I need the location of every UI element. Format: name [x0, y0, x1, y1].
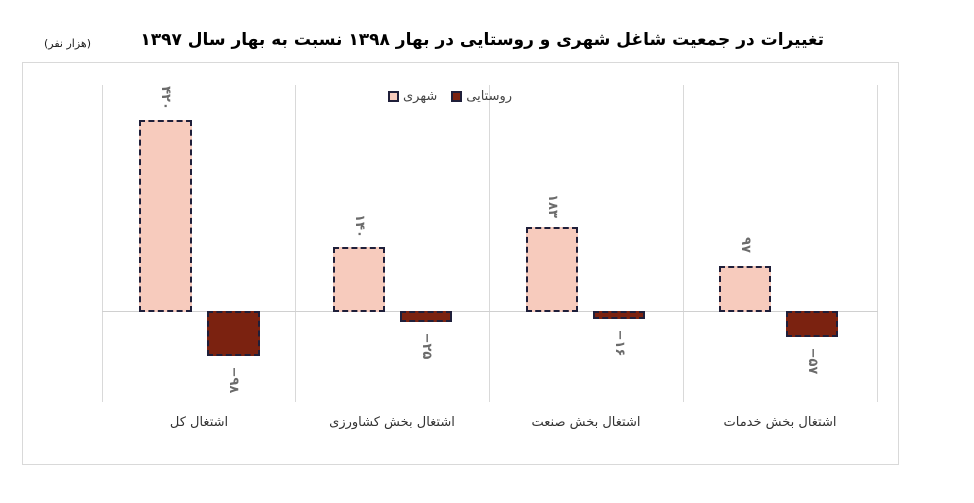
legend-swatch-urban [388, 90, 399, 102]
bar-urban-services [719, 266, 771, 312]
legend-item-rural: روستایی [451, 89, 512, 104]
value-label-rural-services: −۵۷ [805, 347, 820, 375]
category-label-services: اشتغال بخش خدمات [723, 415, 837, 430]
chart-frame [22, 62, 899, 465]
value-label-rural-agriculture: −۲۵ [419, 332, 434, 360]
bar-rural-services [786, 311, 838, 337]
chart-legend: روستایی شهری [388, 86, 512, 106]
legend-item-urban: شهری [388, 89, 437, 104]
value-label-urban-total: ۴۲۰ [158, 86, 173, 110]
bar-rural-industry [593, 311, 645, 319]
category-divider [877, 85, 878, 402]
legend-label-urban: شهری [403, 88, 438, 104]
value-label-urban-services: ۹۷ [738, 237, 753, 253]
bar-rural-total [207, 311, 260, 356]
zero-axis-line [102, 311, 878, 312]
bar-rural-agriculture [400, 311, 452, 322]
category-label-industry: اشتغال بخش صنعت [531, 415, 641, 430]
category-divider [295, 85, 296, 402]
category-label-agriculture: اشتغال بخش کشاورزی [329, 415, 455, 430]
bar-urban-agriculture [333, 247, 385, 312]
legend-swatch-rural [451, 90, 463, 102]
category-divider [683, 85, 684, 402]
category-divider [102, 85, 103, 402]
category-label-total: اشتغال کل [169, 415, 229, 430]
value-label-urban-agriculture: ۱۴۰ [352, 214, 367, 238]
chart-title: تغییرات در جمعیت شاغل شهری و روستایی در … [140, 30, 824, 50]
value-label-urban-industry: ۱۸۳ [545, 194, 560, 218]
value-label-rural-total: −۹۸ [226, 366, 241, 394]
bar-urban-total [139, 120, 192, 312]
category-divider [489, 85, 490, 402]
value-label-rural-industry: −۱۶ [612, 329, 627, 357]
legend-label-rural: روستایی [466, 88, 513, 104]
unit-label: (هزار نفر) [44, 37, 92, 50]
bar-urban-industry [526, 227, 578, 312]
